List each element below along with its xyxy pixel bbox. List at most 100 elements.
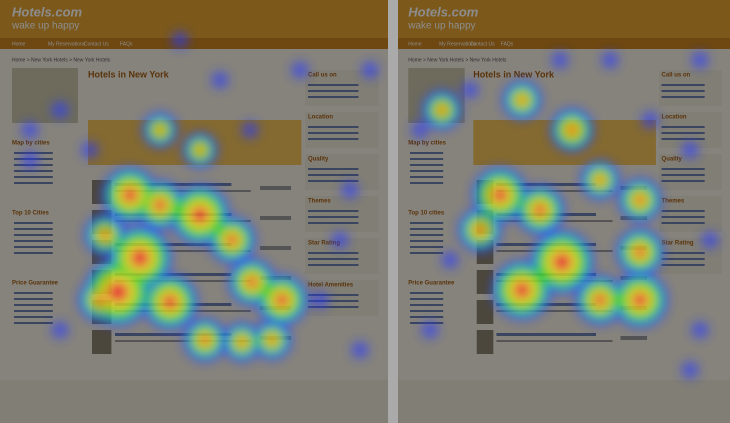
footer <box>398 380 730 423</box>
sidebar-link <box>409 228 444 230</box>
heat-spot <box>411 121 429 139</box>
sidebar-heading: Hotel Amenities <box>308 283 354 289</box>
logo: Hotels.com <box>12 4 83 19</box>
hotel-name <box>115 243 232 246</box>
sidebar-link <box>308 132 359 134</box>
sidebar-link <box>14 252 53 254</box>
heat-spot <box>691 51 709 69</box>
sidebar-link <box>308 294 359 296</box>
heat-spot <box>311 291 329 309</box>
hotel-price <box>260 246 292 250</box>
panel: Hotels.com wake up happy Home My Reservatio… <box>398 0 730 423</box>
sidebar-heading: Price Guarantee <box>408 281 455 287</box>
sidebar-link <box>14 240 53 242</box>
heat-spot <box>94 294 106 306</box>
heat-spot <box>633 245 647 259</box>
hotel-photo <box>92 330 112 354</box>
sidebar-heading: Call us on <box>308 73 337 79</box>
sidebar-link <box>409 234 444 236</box>
sidebar-link <box>308 258 359 260</box>
sidebar-link <box>661 210 705 212</box>
heat-spot <box>225 233 239 247</box>
header <box>0 0 388 38</box>
heat-spot <box>474 224 486 236</box>
header <box>398 0 730 38</box>
logo: Hotels.com <box>408 4 479 19</box>
hotel-text <box>115 340 251 342</box>
sidebar-heading: Top 10 cities <box>408 211 445 217</box>
sidebar-link <box>661 90 705 92</box>
heat-spot <box>153 198 167 212</box>
sidebar-link <box>308 306 359 308</box>
sidebar-link <box>409 158 444 160</box>
sidebar-link <box>14 322 53 324</box>
sidebar-link <box>409 182 444 184</box>
sidebar-heading: Quality <box>308 157 329 163</box>
sidebar-link <box>409 246 444 248</box>
heat-layer <box>411 51 719 379</box>
sidebar-link <box>14 182 53 184</box>
heat-spot <box>21 151 39 169</box>
sidebar-link <box>409 222 444 224</box>
heat-spot <box>100 230 110 240</box>
sidebar-link <box>308 222 359 224</box>
heat-spot <box>593 293 607 307</box>
sidebar-link <box>661 174 705 176</box>
sidebar-link <box>308 300 359 302</box>
sidebar-link <box>661 126 705 128</box>
hotel-text <box>496 340 613 342</box>
nav-link: My Reservations <box>48 41 86 47</box>
sidebar-link <box>661 84 705 86</box>
divider <box>388 0 398 423</box>
heat-spot <box>171 31 189 49</box>
sidebar-link <box>409 176 444 178</box>
sidebar-link <box>14 170 53 172</box>
sidebar-link <box>661 180 705 182</box>
sidebar-link <box>308 174 359 176</box>
nav-link: Contact Us <box>84 41 109 47</box>
sidebar-link <box>308 216 359 218</box>
sidebar-heading: Location <box>662 115 687 121</box>
heat-spot <box>245 275 259 289</box>
heat-spot <box>241 121 259 139</box>
sidebar-link <box>14 228 53 230</box>
heat-spot <box>81 141 99 159</box>
hotel-photo <box>476 330 494 354</box>
heat-spot <box>196 146 204 154</box>
sidebar-link <box>14 176 53 178</box>
sidebar-link <box>409 304 444 306</box>
sidebar-link <box>14 234 53 236</box>
sidebar-heading: Star Rating <box>662 241 694 247</box>
nav-bar <box>0 38 388 49</box>
sidebar-link <box>661 96 705 98</box>
sidebar-link <box>14 316 53 318</box>
heat-spot <box>631 291 649 309</box>
sidebar-link <box>14 298 53 300</box>
sidebar-heading: Star Rating <box>308 241 340 247</box>
sidebar-link <box>308 96 359 98</box>
heat-spot <box>21 121 39 139</box>
hotel-photo <box>476 270 494 294</box>
heat-spot <box>199 334 211 346</box>
sidebar-link <box>409 292 444 294</box>
hotel-text <box>115 250 251 252</box>
tagline: wake up happy <box>11 21 79 32</box>
heat-spot <box>566 124 578 136</box>
sidebar-link <box>308 210 359 212</box>
heat-spot <box>634 194 646 206</box>
heat-spot <box>341 181 359 199</box>
heat-spot <box>291 61 309 79</box>
sidebar-heading: Top 10 Cities <box>12 211 50 217</box>
sidebar-box <box>305 112 379 148</box>
page-title: Hotels in New York <box>88 69 170 79</box>
nav-bar <box>398 38 730 49</box>
sidebar-link <box>661 216 705 218</box>
heat-spot <box>161 293 179 311</box>
sidebar-link <box>308 180 359 182</box>
hotel-name <box>496 183 597 186</box>
sidebar-link <box>409 240 444 242</box>
heat-spot <box>701 231 719 249</box>
nav-link: Home <box>12 41 26 47</box>
heat-spot <box>191 206 209 224</box>
